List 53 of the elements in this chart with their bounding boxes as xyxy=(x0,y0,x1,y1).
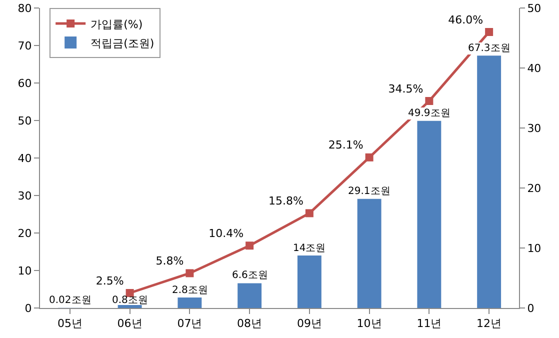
y-tick-label: 20 xyxy=(18,226,32,240)
data-label: 15.8% xyxy=(268,194,304,208)
data-label: 5.8% xyxy=(156,254,184,268)
x-tick-label: 05년 xyxy=(57,317,82,330)
y2-tick-label: 10 xyxy=(527,242,542,255)
point xyxy=(246,242,254,250)
data-label: 46.0% xyxy=(448,13,484,26)
x-tick-label: 10년 xyxy=(356,317,382,330)
bar xyxy=(477,56,502,308)
point xyxy=(365,153,374,162)
bar xyxy=(238,283,262,308)
bar xyxy=(357,198,382,308)
y2-tick-label: 30 xyxy=(527,122,542,135)
y-tick-label: 40 xyxy=(18,152,32,165)
x-tick-label: 12년 xyxy=(476,317,502,330)
x-tick-label: 08년 xyxy=(237,317,262,330)
x-tick-label: 11년 xyxy=(416,317,442,330)
data-label: 2.8조원 xyxy=(172,285,208,296)
legend-label: 적립금(조원) xyxy=(90,36,154,50)
data-label: 0.8조원 xyxy=(112,295,148,306)
y-tick-label: 30 xyxy=(18,189,32,202)
legend-label: 가입률(%) xyxy=(90,18,143,31)
y-tick-label: 50 xyxy=(18,114,32,128)
y2-tick-label: 0 xyxy=(527,302,534,315)
bar xyxy=(178,298,202,308)
y-tick-label: 80 xyxy=(18,2,32,15)
y-tick-label: 60 xyxy=(18,76,32,90)
data-label: 6.6조원 xyxy=(232,270,268,281)
data-label: 0.02조원 xyxy=(49,295,92,306)
x-tick-label: 07년 xyxy=(177,317,202,330)
data-label: 29.1조원 xyxy=(348,186,390,197)
y-tick-label: 70 xyxy=(18,39,32,52)
data-label: 2.5% xyxy=(96,274,124,288)
point xyxy=(485,28,494,36)
data-label: 10.4% xyxy=(208,226,244,240)
data-label: 49.9조원 xyxy=(408,108,450,119)
bar xyxy=(297,256,322,308)
bar xyxy=(118,305,142,308)
point xyxy=(186,269,194,278)
x-tick-label: 09년 xyxy=(296,317,322,330)
data-label: 67.3조원 xyxy=(468,43,510,54)
bar xyxy=(417,120,442,308)
point xyxy=(305,209,314,218)
data-label: 14조원 xyxy=(293,243,326,254)
y-tick-label: 10 xyxy=(18,264,32,278)
y2-tick-label: 40 xyxy=(527,62,542,75)
y2-tick-label: 50 xyxy=(527,2,542,15)
y-tick-label: 0 xyxy=(24,302,32,315)
data-label: 34.5% xyxy=(388,82,424,96)
data-label: 25.1% xyxy=(328,138,364,152)
y2-tick-label: 20 xyxy=(527,182,542,195)
point xyxy=(425,97,434,105)
x-tick-label: 06년 xyxy=(117,317,142,330)
